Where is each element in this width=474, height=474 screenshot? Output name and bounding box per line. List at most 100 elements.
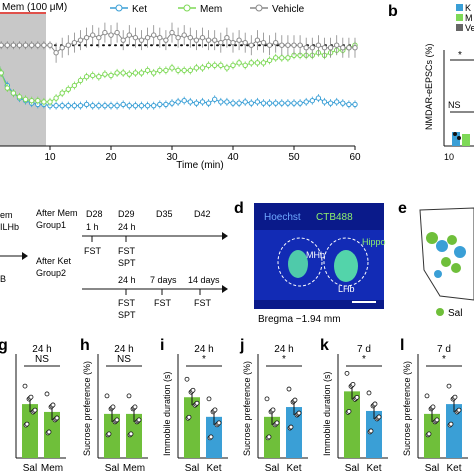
data-point-ket: [193, 100, 200, 106]
data-point-vehicle: [193, 37, 200, 43]
data-point-mem: [120, 70, 126, 76]
bar-mem: [126, 413, 142, 458]
data-point-mem: [59, 90, 65, 96]
data-point: [114, 417, 120, 423]
category-label: Ket: [206, 463, 221, 474]
bar-panel-i: i Immobile duration (s) 24 h* Sal Ket: [160, 337, 228, 474]
data-point-vehicle: [254, 37, 261, 43]
bar-sal: [264, 416, 280, 458]
data-point: [106, 431, 112, 437]
bar-panel-k: k Immobile duration (s) 7 d* Sal Ket: [320, 337, 388, 474]
panel-letter-k: k: [320, 337, 329, 354]
data-point-ket: [346, 101, 352, 108]
data-point: [22, 383, 28, 389]
data-point-ket: [236, 100, 242, 106]
data-point: [452, 394, 458, 400]
category-label: Sal: [23, 463, 37, 474]
data-point-vehicle: [114, 29, 120, 36]
data-point: [208, 434, 214, 440]
data-point-vehicle: [96, 34, 102, 41]
data-point-ket: [279, 100, 285, 106]
timeline-day-d35: D35: [156, 209, 173, 219]
data-point-ket: [230, 100, 236, 106]
injection-site: [436, 240, 448, 252]
data-point: [376, 414, 382, 420]
hoechst-label: Hoechst: [264, 212, 301, 223]
data-point: [344, 370, 350, 376]
data-point-vehicle: [10, 42, 17, 48]
data-point: [110, 404, 116, 410]
data-point-ket: [65, 102, 72, 109]
data-point-ket: [120, 101, 126, 108]
category-label: Sal: [265, 463, 279, 474]
data-point: [424, 393, 430, 399]
ctb488-label: CTB488: [316, 212, 353, 223]
panel-b-dot: [453, 132, 457, 136]
panel-letter-g: g: [0, 337, 8, 354]
data-point-ket: [309, 97, 315, 104]
time-label: 24 h: [274, 344, 293, 355]
data-point-ket: [90, 102, 96, 109]
panel-b-legend-ket-swatch: [456, 4, 463, 11]
category-label: Mem: [123, 463, 145, 474]
data-point-mem: [144, 67, 151, 74]
panel-d: d Hoechst CTB488 Hippo MHb LHb Bregma −1…: [234, 200, 386, 325]
x-tick-label: 40: [227, 152, 239, 163]
sig-label: NS: [35, 354, 49, 365]
data-point-ket: [138, 102, 145, 109]
data-point-ket: [224, 99, 230, 105]
timeline-row2-arrow: [222, 285, 228, 293]
drug-application-shade: [0, 12, 46, 146]
timeline-day-d28: D28: [86, 209, 103, 219]
data-point-mem: [248, 60, 255, 66]
data-point-ket: [83, 101, 90, 108]
data-point-vehicle: [291, 42, 297, 48]
data-point-vehicle: [205, 37, 212, 43]
data-point-ket: [151, 102, 157, 109]
mem-application-label: Mem (100 μM): [2, 2, 67, 13]
data-point-mem: [77, 77, 84, 84]
category-label: Mem: [41, 463, 63, 474]
panel-c-timeline: em ILHb B After Mem Group1 After Ket Gro…: [0, 208, 228, 320]
data-point-ket: [248, 100, 255, 106]
data-point-vehicle: [151, 32, 157, 38]
timeline-row1-arrow: [222, 232, 228, 240]
bar-sal: [344, 391, 360, 458]
data-point-vehicle: [132, 34, 139, 41]
x-tick-label: 10: [44, 152, 56, 163]
sig-label: *: [442, 354, 446, 365]
data-point-mem: [187, 67, 194, 74]
data-point-ket: [169, 100, 175, 106]
data-point: [366, 390, 372, 396]
data-point-ket: [291, 100, 297, 106]
timeline-arrow-head: [22, 252, 28, 260]
bar-mem: [44, 411, 60, 458]
data-point-mem: [205, 62, 212, 69]
data-point-ket: [212, 96, 218, 103]
injection-site: [447, 235, 457, 245]
data-point-vehicle: [309, 45, 315, 51]
panel-a: Mem (100 μM) Ket Mem Vehicle 10 20 30 40 50 6…: [0, 2, 361, 171]
data-point: [434, 417, 440, 423]
data-point: [212, 407, 218, 413]
data-point-vehicle: [266, 42, 273, 48]
data-point-vehicle: [334, 42, 340, 48]
data-point-mem: [157, 67, 163, 74]
y-axis-label: Immobile duration (s): [322, 371, 332, 456]
data-point-vehicle: [285, 42, 291, 48]
data-point: [266, 434, 272, 440]
data-point: [288, 424, 294, 430]
data-point-mem: [4, 85, 11, 91]
panel-b-ns: NS: [448, 100, 461, 110]
data-point-vehicle: [303, 45, 309, 51]
data-point-ket: [114, 102, 120, 109]
data-point-mem: [108, 72, 114, 79]
data-point-ket: [181, 97, 187, 104]
x-axis-label: Time (min): [176, 160, 223, 171]
data-point: [354, 394, 360, 400]
injection-site: [434, 270, 442, 278]
timeline-row1-24h: 24 h: [118, 222, 136, 232]
data-point-mem: [71, 82, 78, 89]
data-point-mem: [29, 97, 35, 104]
